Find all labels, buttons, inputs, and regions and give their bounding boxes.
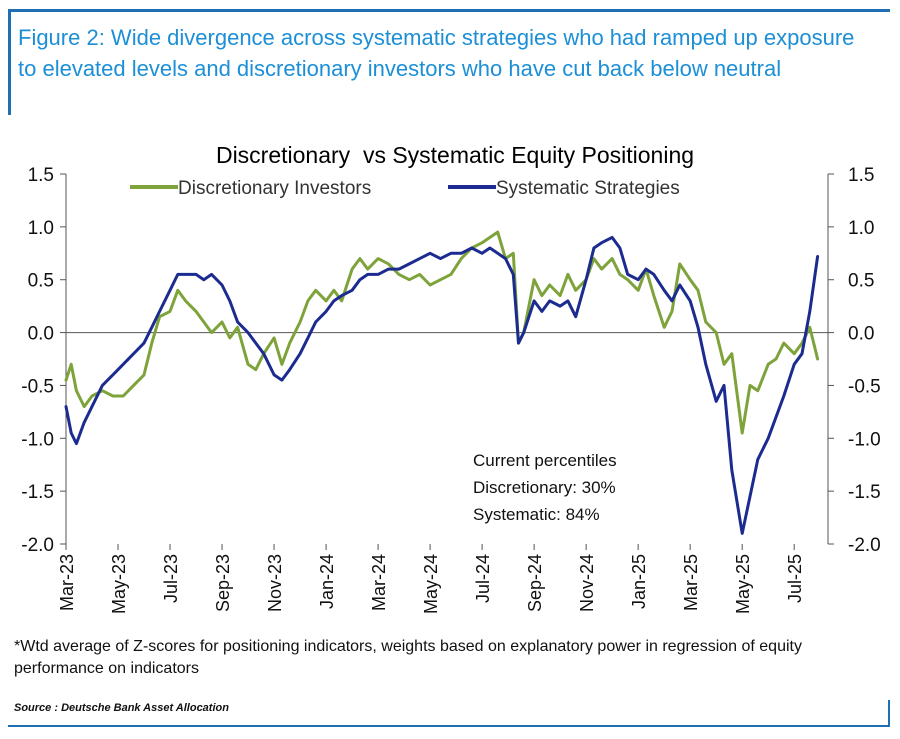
percentile-annotation: Current percentiles Discretionary: 30% S… — [473, 451, 617, 524]
y-tick-label-left: 1.0 — [28, 218, 54, 239]
x-tick-label: Mar-25 — [681, 554, 701, 611]
series-line-discretionary — [64, 230, 820, 435]
y-tick-label-left: -1.5 — [21, 482, 54, 503]
x-tick-label: Jul-23 — [161, 554, 181, 603]
x-tick-label: Nov-24 — [577, 554, 597, 612]
x-tick-label: Jan-24 — [317, 554, 337, 609]
y-tick-label-right: -1.0 — [848, 429, 881, 450]
legend-label-discretionary: Discretionary Investors — [178, 178, 371, 199]
source-note: Source : Deutsche Bank Asset Allocation — [14, 702, 229, 714]
annotation-heading: Current percentiles — [473, 451, 617, 470]
y-tick-label-left: -1.0 — [21, 429, 54, 450]
y-tick-label-right: 1.5 — [848, 165, 874, 186]
y-tick-label-right: 1.0 — [848, 218, 874, 239]
frame-top-border — [8, 9, 890, 12]
x-tick-label: May-25 — [733, 554, 753, 614]
x-tick-label: Sep-24 — [525, 554, 545, 612]
right-y-axis: 1.5 1.0 0.5 0.0 -0.5 -1.0 -1.5 -2.0 — [828, 165, 881, 556]
legend-label-systematic: Systematic Strategies — [496, 178, 680, 199]
x-tick-label: Sep-23 — [213, 554, 233, 612]
x-tick-label: Mar-24 — [369, 554, 389, 611]
y-tick-label-left: -0.5 — [21, 376, 54, 397]
annotation-systematic: Systematic: 84% — [473, 505, 600, 524]
y-tick-label-right: -0.5 — [848, 376, 881, 397]
footnote: *Wtd average of Z-scores for positioning… — [14, 638, 802, 677]
y-tick-label-right: 0.0 — [848, 324, 874, 345]
figure-title: Figure 2: Wide divergence across systema… — [18, 25, 855, 81]
y-tick-label-left: 1.5 — [28, 165, 54, 186]
y-tick-label-left: 0.0 — [28, 324, 54, 345]
left-y-axis: 1.5 1.0 0.5 0.0 -0.5 -1.0 -1.5 -2.0 — [21, 165, 66, 556]
x-tick-label: Nov-23 — [265, 554, 285, 612]
y-tick-label-right: -2.0 — [848, 535, 881, 556]
frame-right-border — [888, 700, 890, 727]
x-tick-label: Jul-24 — [473, 554, 493, 603]
chart-title: Discretionary vs Systematic Equity Posit… — [216, 142, 694, 168]
y-tick-label-right: 0.5 — [848, 271, 874, 292]
x-tick-label: Mar-23 — [57, 554, 77, 611]
x-tick-label: Jan-25 — [629, 554, 649, 609]
legend: Discretionary Investors Systematic Strat… — [130, 178, 680, 199]
x-tick-label: May-24 — [421, 554, 441, 614]
x-tick-label: Jul-25 — [785, 554, 805, 603]
y-tick-label-left: 0.5 — [28, 271, 54, 292]
x-axis: Mar-23 May-23 Jul-23 Sep-23 Nov-23 Jan-24 Mar-… — [57, 544, 805, 614]
y-tick-label-right: -1.5 — [848, 482, 881, 503]
frame-bottom-border — [8, 725, 890, 727]
series-layer — [64, 230, 828, 535]
x-tick-label: May-23 — [109, 554, 129, 614]
frame-left-border — [8, 9, 11, 115]
y-tick-label-left: -2.0 — [21, 535, 54, 556]
series-line-systematic — [64, 235, 820, 535]
annotation-discretionary: Discretionary: 30% — [473, 478, 616, 497]
